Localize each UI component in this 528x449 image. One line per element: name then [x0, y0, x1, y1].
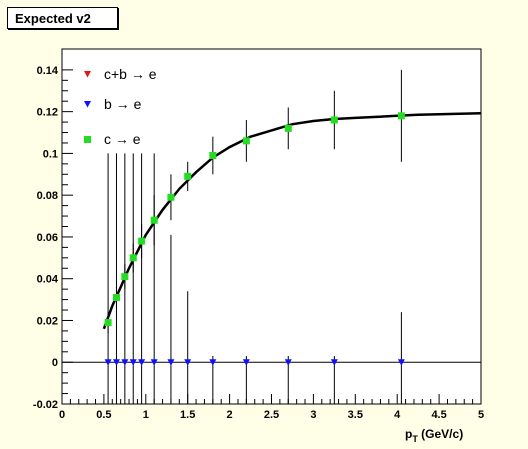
c-to-e-point: [330, 116, 338, 124]
legend-entry-cb-to-e: c+b → e: [104, 66, 157, 82]
b-to-e-point: [150, 359, 158, 366]
legend-entry-b-to-e: b → e: [104, 96, 142, 112]
c-to-e-point: [138, 237, 146, 245]
b-to-e-point: [184, 359, 192, 366]
c-to-e-point: [104, 319, 112, 327]
y-tick-label: -0.02: [33, 399, 58, 411]
c-to-e-point: [167, 193, 175, 201]
chart-title: Expected v2: [7, 7, 118, 29]
x-tick-label: 2.5: [264, 409, 279, 421]
x-tick-label: 3: [310, 409, 316, 421]
b-to-e-point: [209, 359, 217, 366]
b-to-e-point: [104, 359, 112, 366]
b-to-e-point: [121, 359, 129, 366]
x-tick-label: 1: [143, 409, 149, 421]
c-to-e-point: [112, 294, 120, 301]
legend-entry-c-to-e: c → e: [104, 131, 141, 147]
x-axis-label-main: p: [405, 427, 412, 441]
c-to-e-point: [121, 273, 129, 281]
x-tick-label: 2: [227, 409, 233, 421]
x-tick-label: 5: [478, 409, 484, 421]
x-tick-label: 3.5: [348, 409, 363, 421]
c-to-e-point: [129, 254, 137, 262]
y-tick-label: 0.14: [37, 65, 59, 77]
y-tick-label: 0.1: [43, 148, 58, 160]
b-to-e-point: [138, 359, 146, 366]
x-tick-label: 4.5: [431, 409, 446, 421]
x-tick-label: 4: [394, 409, 401, 421]
c-to-e-point: [184, 172, 192, 180]
y-tick-label: 0.02: [37, 315, 58, 327]
x-axis-label: pT (GeV/c): [405, 427, 463, 444]
x-tick-label: 1.5: [180, 409, 195, 421]
b-to-e-point: [284, 359, 292, 366]
y-tick-label: 0.12: [37, 107, 58, 119]
b-to-e-point: [397, 359, 405, 366]
b-to-e-point: [129, 359, 137, 366]
b-to-e-point: [112, 359, 120, 366]
x-tick-label: 0.5: [96, 409, 111, 421]
x-tick-label: 0: [59, 409, 65, 421]
x-axis-label-sub: T: [412, 434, 418, 444]
y-tick-label: 0: [52, 357, 58, 369]
legend-marker: [84, 136, 91, 143]
y-tick-label: 0.06: [37, 232, 58, 244]
legend-marker: [84, 101, 91, 108]
b-to-e-point: [167, 359, 175, 366]
c-to-e-point: [242, 137, 250, 145]
c-to-e-point: [284, 124, 292, 132]
c-to-e-point: [397, 112, 405, 120]
y-tick-label: 0.04: [37, 274, 59, 286]
c-to-e-point: [150, 216, 158, 224]
x-axis-label-unit: (GeV/c): [418, 427, 463, 441]
b-to-e-point: [330, 359, 338, 366]
plot-frame: [61, 48, 482, 405]
legend-marker: [84, 71, 91, 78]
b-to-e-point: [242, 359, 250, 366]
y-tick-label: 0.08: [37, 190, 58, 202]
c-to-e-point: [209, 152, 217, 159]
